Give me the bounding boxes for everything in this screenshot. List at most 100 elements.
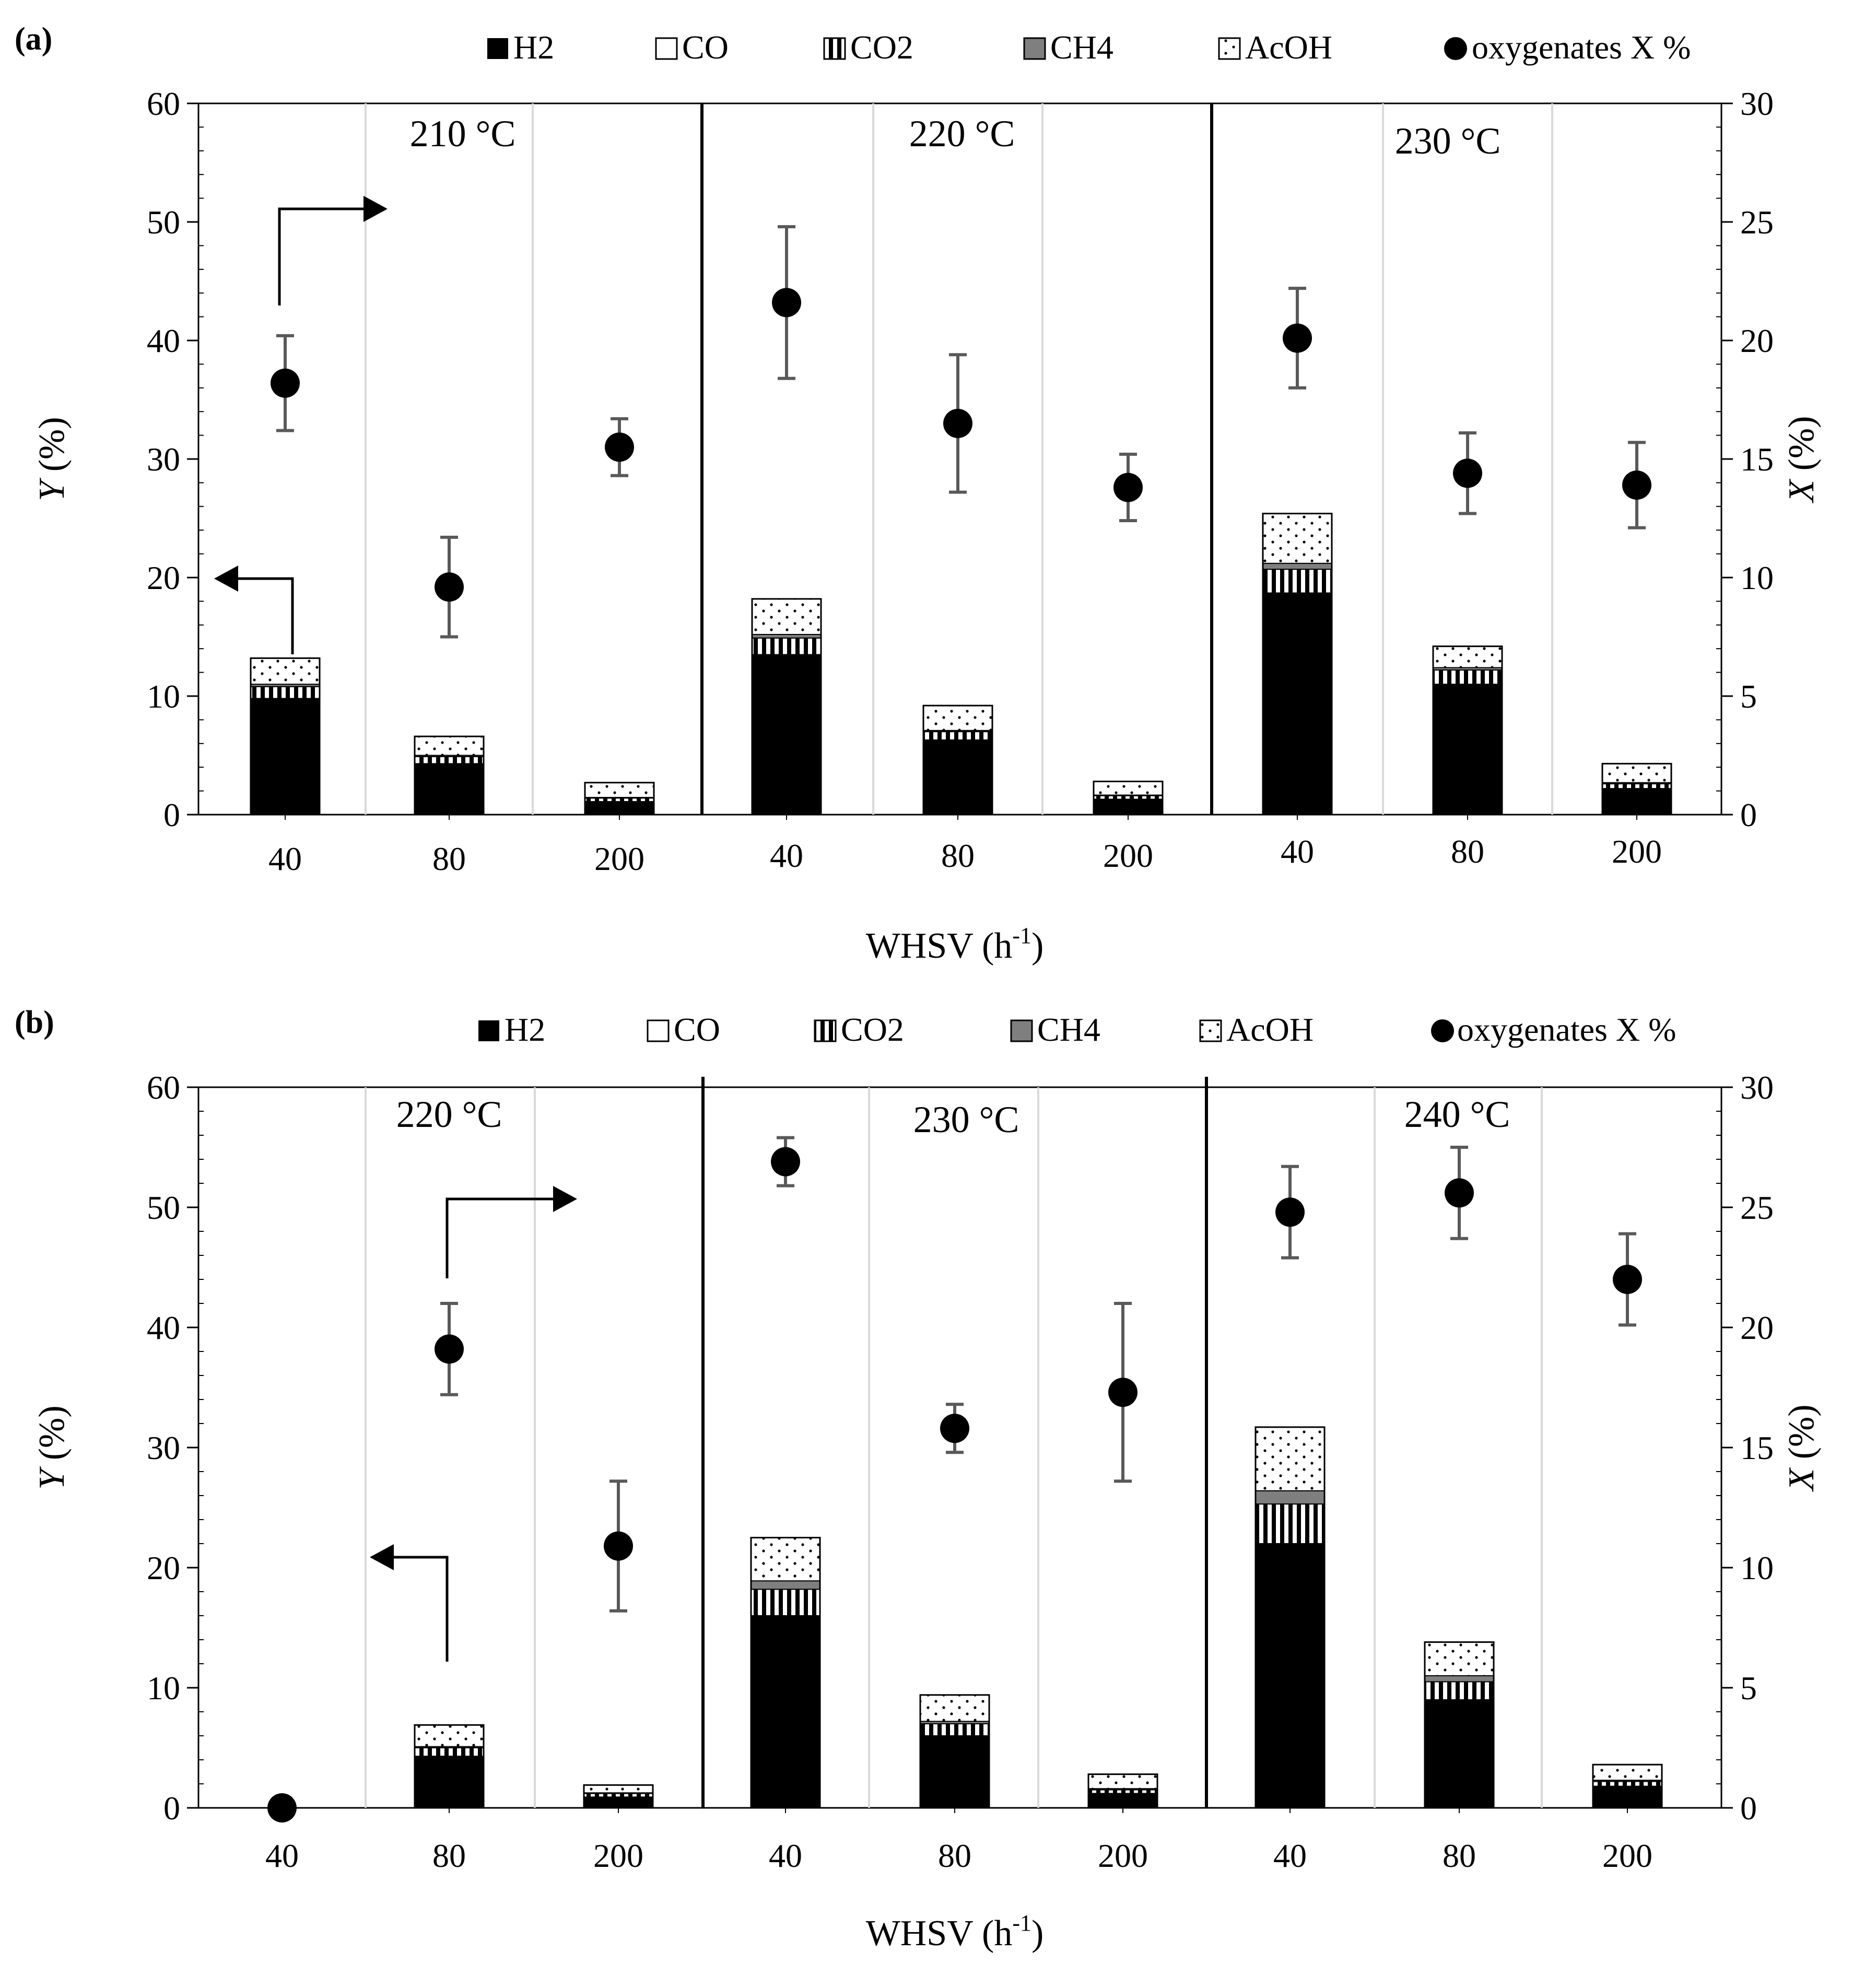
bar-segment-co2 (584, 797, 654, 803)
y-axis-right: 0 5 10 15 20 25 30 (1716, 1069, 1774, 1827)
bar-segment-acoh (1592, 1764, 1662, 1781)
x-tick-label: 40 (268, 840, 302, 877)
bar-segment-ch4 (752, 633, 822, 639)
conversion-point (1622, 470, 1651, 500)
panel-b: (b) H2 CO CO2 CH4 AcOH oxygenates X % (15, 1005, 1822, 1954)
legend-label-ch4: CH4 (1050, 29, 1113, 66)
y-right-tick-label: 30 (1740, 1069, 1774, 1106)
plot-area: 210 °C 220 °C 230 °C (197, 102, 1722, 816)
bar-segment-co2 (923, 731, 993, 740)
bar-segment-acoh (1255, 1426, 1325, 1491)
bar-segment-acoh (920, 1694, 990, 1722)
bar-segment-co2 (250, 686, 320, 699)
bars (414, 1426, 1663, 1809)
temperature-label: 230 °C (913, 1099, 1019, 1140)
y-right-tick-label: 15 (1740, 441, 1774, 478)
y-left-tick-label: 20 (147, 559, 180, 596)
bar-segment-acoh (752, 598, 822, 635)
bar-segment-co2 (1088, 1789, 1158, 1794)
legend-swatch-co (655, 37, 678, 60)
points (267, 1136, 1642, 1822)
panel-label: (b) (15, 1005, 54, 1040)
bar-segment-acoh (250, 657, 320, 685)
bar-segment-co2 (414, 756, 484, 765)
bar-segment-h2 (1425, 1700, 1494, 1808)
group-separators (365, 103, 1553, 815)
x-tick-label: 200 (1602, 1837, 1652, 1874)
bar-segment-acoh (1602, 763, 1672, 783)
x-tick-label: 80 (1443, 1837, 1476, 1874)
y-left-tick-label: 30 (147, 441, 180, 478)
arrow-right-axis-head (364, 196, 388, 222)
y-left-tick-label: 10 (147, 678, 180, 715)
legend-swatch-h2 (487, 38, 508, 59)
x-tick-label: 200 (594, 840, 644, 877)
bar-segment-acoh (584, 782, 654, 798)
y-right-tick-label: 25 (1740, 204, 1774, 241)
y-right-tick-label: 15 (1740, 1429, 1774, 1466)
bar-segment-h2 (1263, 593, 1332, 815)
legend-label-acoh: AcOH (1226, 1011, 1314, 1048)
legend-swatch-ch4 (1023, 37, 1046, 60)
legend-swatch-acoh (1218, 37, 1241, 60)
x-axis-title: WHSV (h-1) (866, 923, 1044, 966)
bar-segment-co2 (920, 1723, 990, 1736)
bar-segment-h2 (751, 1616, 820, 1808)
conversion-point (940, 1414, 969, 1443)
y-right-tick-label: 0 (1740, 796, 1757, 833)
y-right-tick-label: 30 (1740, 85, 1774, 122)
bar-segment-co2 (1592, 1781, 1662, 1787)
legend-swatch-h2 (478, 1020, 499, 1041)
bar-segment-h2 (585, 802, 654, 815)
arrow-right-axis (278, 207, 376, 305)
y-left-tick-label: 0 (163, 1790, 180, 1827)
legend: H2 CO CO2 CH4 AcOH oxygenates X % (478, 1011, 1676, 1048)
bar-segment-acoh (1088, 1773, 1158, 1790)
temperature-label: 220 °C (396, 1093, 502, 1135)
conversion-point (604, 1531, 633, 1561)
y-axis-right-title: X (%) (1781, 1404, 1822, 1492)
legend-label-co2: CO2 (841, 1011, 904, 1048)
temperature-label: 220 °C (909, 113, 1015, 155)
arrow-left-axis-head (370, 1544, 394, 1570)
y-left-tick-label: 60 (147, 85, 180, 122)
bar-segment-acoh (751, 1537, 820, 1582)
y-right-tick-label: 20 (1740, 322, 1774, 359)
temperature-dividers (701, 1077, 1208, 1808)
bar-segment-acoh (1262, 513, 1332, 564)
bar-segment-ch4 (1262, 562, 1332, 570)
x-tick-label: 80 (432, 1837, 466, 1874)
x-tick-label: 200 (1103, 837, 1153, 874)
conversion-point (1283, 323, 1312, 353)
y-axis-left: 0 10 20 30 40 50 60 (147, 1069, 204, 1827)
y-left-tick-label: 60 (147, 1069, 180, 1106)
conversion-point (435, 572, 464, 602)
arrow-left-axis (227, 577, 294, 654)
y-right-tick-label: 0 (1740, 1790, 1757, 1827)
x-axis: 40 80 200 40 80 200 40 80 200 (265, 1808, 1652, 1874)
bar-segment-h2 (1433, 684, 1502, 815)
plot-area: 220 °C 230 °C 240 °C (197, 1077, 1722, 1822)
bar-segment-h2 (415, 1756, 484, 1808)
arrow-right-axis-head (553, 1186, 577, 1212)
x-axis-title: WHSV (h-1) (866, 1910, 1044, 1954)
legend-label-co2: CO2 (850, 29, 913, 66)
arrow-left-axis (384, 1556, 449, 1662)
legend-label-acoh: AcOH (1245, 29, 1332, 66)
bar-segment-co2 (1602, 783, 1672, 790)
temperature-dividers (700, 103, 1213, 815)
conversion-point (771, 1147, 800, 1177)
x-tick-label: 40 (265, 1837, 299, 1874)
x-axis: 40 80 200 40 80 200 40 80 200 (268, 815, 1662, 877)
conversion-point (605, 432, 634, 462)
y-right-tick-label: 10 (1740, 559, 1774, 596)
y-axis-right-title: X (%) (1781, 416, 1822, 503)
bar-segment-acoh (1424, 1641, 1494, 1677)
bar-segment-acoh (583, 1784, 653, 1794)
conversion-point (1275, 1197, 1305, 1227)
temperature-label: 210 °C (410, 113, 516, 155)
x-tick-label: 80 (1451, 833, 1484, 870)
bar-segment-co2 (414, 1747, 484, 1757)
legend-swatch-co (647, 1019, 670, 1042)
legend-marker-oxygenates (1431, 1019, 1454, 1042)
